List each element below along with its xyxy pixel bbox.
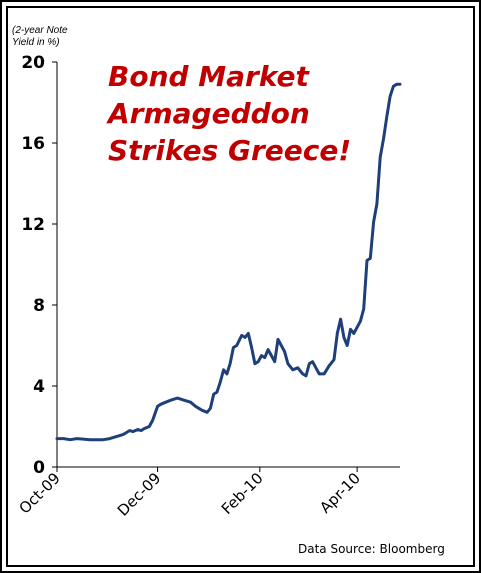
y-tick-label: 8 [33,296,45,316]
x-tick-label: Dec-09 [114,469,165,520]
data-source-note: Data Source: Bloomberg [298,542,445,556]
chart-title-line-3: Strikes Greece! [108,134,351,167]
y-tick-label: 20 [21,53,45,73]
y-ticks: 0 4 8 12 16 20 [21,53,57,478]
x-ticks: Oct-09 Dec-09 Feb-10 Apr-10 [15,467,364,520]
series-line-yield [55,82,402,442]
x-tick-label: Apr-10 [316,469,364,517]
x-tick-label: Feb-10 [218,469,267,518]
chart-title-line-1: Bond Market [108,60,310,93]
chart-title-line-2: Armageddon [106,97,310,130]
y-tick-label: 16 [21,134,45,154]
y-tick-label: 0 [33,458,45,478]
y-tick-label: 12 [21,215,45,235]
chart-frame-inner [6,6,475,567]
y-tick-label: 4 [33,377,45,397]
y-axis-label-line-1: (2-year Note [12,25,68,36]
y-axis-label-line-2: Yield in %) [12,37,60,48]
